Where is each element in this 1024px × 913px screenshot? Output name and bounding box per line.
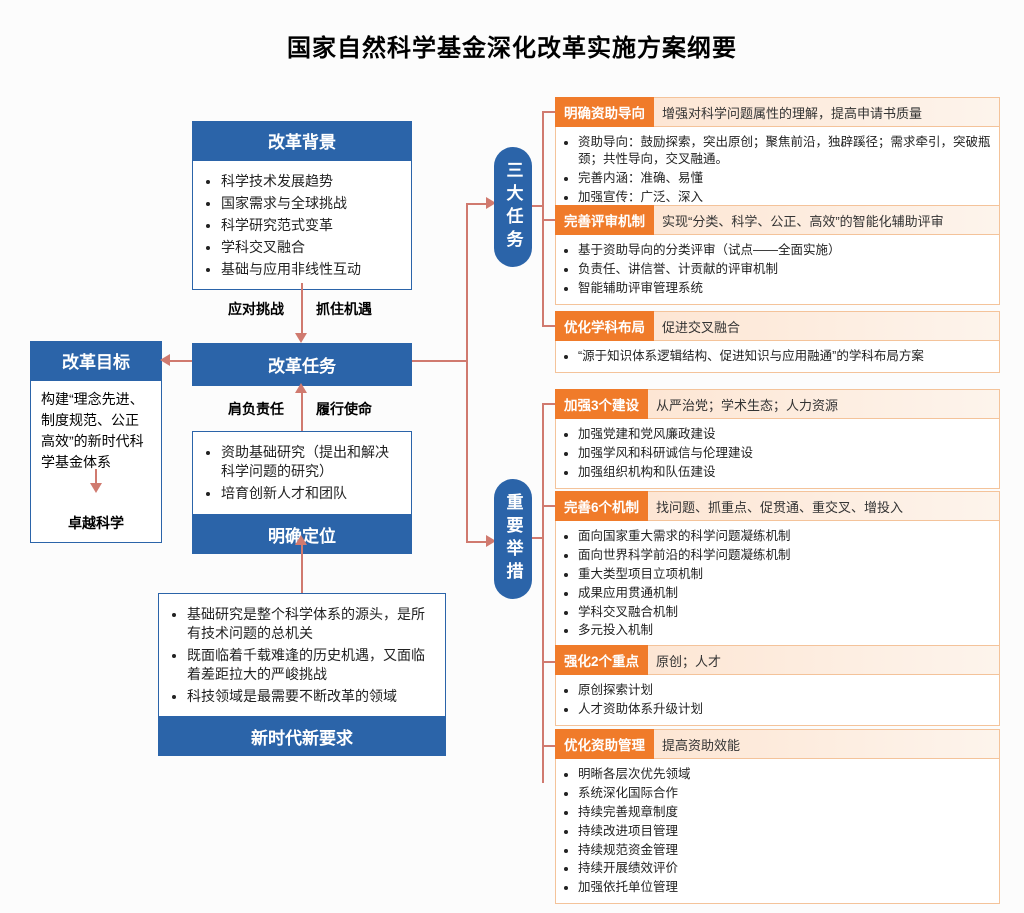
card-body: “源于知识体系逻辑结构、促进知识与应用融通”的学科布局方案 <box>555 341 1000 373</box>
card-tag: 完善评审机制 <box>555 205 654 235</box>
list-item: 系统深化国际合作 <box>578 785 991 802</box>
goal-text: 构建“理念先进、制度规范、公正高效”的新时代科学基金体系 <box>41 389 151 473</box>
orange-card: 完善6个机制 找问题、抓重点、促贯通、重交叉、增投入 面向国家重大需求的科学问题… <box>555 491 1000 647</box>
box-background: 改革背景 科学技术发展趋势国家需求与全球挑战科学研究范式变革学科交叉融合基础与应… <box>192 121 412 290</box>
diagram-canvas: 改革背景 科学技术发展趋势国家需求与全球挑战科学研究范式变革学科交叉融合基础与应… <box>0 73 1024 913</box>
list-item: 持续改进项目管理 <box>578 823 991 840</box>
goal-excellence: 卓越科学 <box>41 513 151 534</box>
card-body: 资助导向：鼓励探索，突出原创；聚焦前沿，独辟蹊径；需求牵引，突破瓶颈；共性导向，… <box>555 127 1000 214</box>
card-tag: 优化学科布局 <box>555 311 654 341</box>
list-item: 加强宣传：广泛、深入 <box>578 189 991 206</box>
card-tag: 完善6个机制 <box>555 491 648 521</box>
list-item: 加强依托单位管理 <box>578 879 991 896</box>
box-newera: 基础研究是整个科学体系的源头，是所有技术问题的总机关既面临着千载难逢的历史机遇，… <box>158 593 446 756</box>
card-body: 明晰各层次优先领域系统深化国际合作持续完善规章制度持续改进项目管理持续规范资金管… <box>555 759 1000 904</box>
list-item: 加强学风和科研诚信与伦理建设 <box>578 445 991 462</box>
card-body: 面向国家重大需求的科学问题凝练机制面向世界科学前沿的科学问题凝练机制重大类型项目… <box>555 521 1000 647</box>
task-title: 改革任务 <box>192 343 412 386</box>
list-item: 明晰各层次优先领域 <box>578 766 991 783</box>
page-title: 国家自然科学基金深化改革实施方案纲要 <box>0 0 1024 73</box>
card-body: 加强党建和党风廉政建设加强学风和科研诚信与伦理建设加强组织机构和队伍建设 <box>555 419 1000 489</box>
newera-title: 新时代新要求 <box>158 717 446 756</box>
list-item: 资助基础研究（提出和解决科学问题的研究） <box>221 443 401 481</box>
label-opportunity: 抓住机遇 <box>316 299 372 319</box>
list-item: 持续规范资金管理 <box>578 842 991 859</box>
orange-card: 完善评审机制 实现“分类、科学、公正、高效”的智能化辅助评审 基于资助导向的分类… <box>555 205 1000 305</box>
box-goal: 改革目标 构建“理念先进、制度规范、公正高效”的新时代科学基金体系 卓越科学 <box>30 341 162 543</box>
list-item: 学科交叉融合 <box>221 238 401 257</box>
card-subtitle: 增强对科学问题属性的理解，提高申请书质量 <box>654 97 1000 127</box>
card-subtitle: 找问题、抓重点、促贯通、重交叉、增投入 <box>648 491 1000 521</box>
list-item: 资助导向：鼓励探索，突出原创；聚焦前沿，独辟蹊径；需求牵引，突破瓶颈；共性导向，… <box>578 134 991 168</box>
list-item: 科学技术发展趋势 <box>221 172 401 191</box>
box-task: 改革任务 <box>192 343 412 386</box>
card-tag: 明确资助导向 <box>555 97 654 127</box>
list-item: 基础研究是整个科学体系的源头，是所有技术问题的总机关 <box>187 605 435 643</box>
list-item: 原创探索计划 <box>578 682 991 699</box>
list-item: 学科交叉融合机制 <box>578 604 991 621</box>
card-body: 基于资助导向的分类评审（试点——全面实施） 负责任、讲信誉、计贡献的评审机制智能辅… <box>555 235 1000 305</box>
list-item: 持续开展绩效评价 <box>578 860 991 877</box>
list-item: 面向世界科学前沿的科学问题凝练机制 <box>578 547 991 564</box>
card-tag: 优化资助管理 <box>555 729 654 759</box>
card-tag: 强化2个重点 <box>555 645 648 675</box>
list-item: 完善内涵：准确、易懂 <box>578 170 991 187</box>
label-challenge: 应对挑战 <box>228 299 284 319</box>
list-item: 面向国家重大需求的科学问题凝练机制 <box>578 528 991 545</box>
pill-tasks: 三大任务 <box>494 147 532 267</box>
card-subtitle: 从严治党；学术生态；人力资源 <box>648 389 1000 419</box>
goal-body: 构建“理念先进、制度规范、公正高效”的新时代科学基金体系 卓越科学 <box>30 380 162 543</box>
orange-card: 明确资助导向 增强对科学问题属性的理解，提高申请书质量 资助导向：鼓励探索，突出… <box>555 97 1000 214</box>
list-item: 培育创新人才和团队 <box>221 484 401 503</box>
pill-measures: 重要举措 <box>494 479 532 599</box>
card-body: 原创探索计划人才资助体系升级计划 <box>555 675 1000 726</box>
orange-card: 强化2个重点 原创；人才 原创探索计划人才资助体系升级计划 <box>555 645 1000 726</box>
orange-card: 加强3个建设 从严治党；学术生态；人力资源 加强党建和党风廉政建设加强学风和科研… <box>555 389 1000 489</box>
list-item: 科技领域是最需要不断改革的领域 <box>187 687 435 706</box>
card-subtitle: 促进交叉融合 <box>654 311 1000 341</box>
list-item: 成果应用贯通机制 <box>578 585 991 602</box>
list-item: 多元投入机制 <box>578 622 991 639</box>
list-item: 科学研究范式变革 <box>221 216 401 235</box>
orange-card: 优化资助管理 提高资助效能 明晰各层次优先领域系统深化国际合作持续完善规章制度持… <box>555 729 1000 904</box>
list-item: 人才资助体系升级计划 <box>578 701 991 718</box>
list-item: 基于资助导向的分类评审（试点——全面实施） <box>578 242 991 259</box>
list-item: 基础与应用非线性互动 <box>221 260 401 279</box>
list-item: 持续完善规章制度 <box>578 804 991 821</box>
list-item: “源于知识体系逻辑结构、促进知识与应用融通”的学科布局方案 <box>578 348 991 365</box>
list-item: 负责任、讲信誉、计贡献的评审机制 <box>578 261 991 278</box>
label-mission: 履行使命 <box>316 399 372 419</box>
list-item: 重大类型项目立项机制 <box>578 566 991 583</box>
newera-body: 基础研究是整个科学体系的源头，是所有技术问题的总机关既面临着千载难逢的历史机遇，… <box>158 593 446 717</box>
background-title: 改革背景 <box>192 121 412 160</box>
list-item: 国家需求与全球挑战 <box>221 194 401 213</box>
label-responsibility: 肩负责任 <box>228 399 284 419</box>
card-subtitle: 原创；人才 <box>648 645 1000 675</box>
goal-title: 改革目标 <box>30 341 162 380</box>
card-tag: 加强3个建设 <box>555 389 648 419</box>
list-item: 加强组织机构和队伍建设 <box>578 464 991 481</box>
position-body: 资助基础研究（提出和解决科学问题的研究） 培育创新人才和团队 <box>192 431 412 515</box>
list-item: 智能辅助评审管理系统 <box>578 280 991 297</box>
card-subtitle: 提高资助效能 <box>654 729 1000 759</box>
orange-card: 优化学科布局 促进交叉融合 “源于知识体系逻辑结构、促进知识与应用融通”的学科布… <box>555 311 1000 373</box>
background-body: 科学技术发展趋势国家需求与全球挑战科学研究范式变革学科交叉融合基础与应用非线性互… <box>192 160 412 290</box>
list-item: 既面临着千载难逢的历史机遇，又面临着差距拉大的严峻挑战 <box>187 646 435 684</box>
card-subtitle: 实现“分类、科学、公正、高效”的智能化辅助评审 <box>654 205 1000 235</box>
list-item: 加强党建和党风廉政建设 <box>578 426 991 443</box>
